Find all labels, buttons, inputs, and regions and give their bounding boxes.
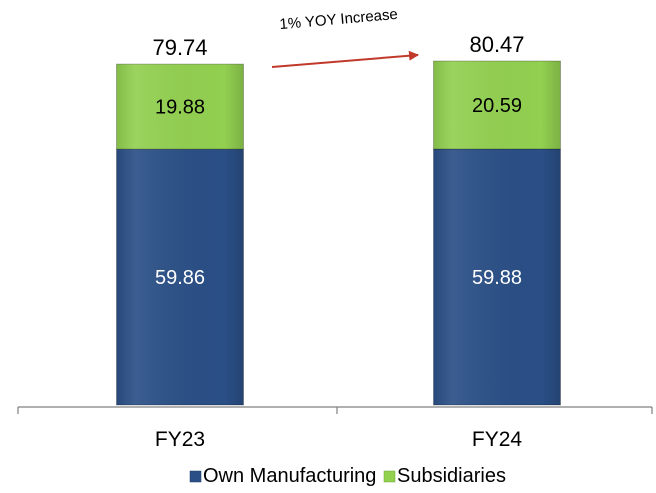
bar-shading-subsidiaries-fy23 [116,64,244,150]
legend-swatch-own-manufacturing [189,470,202,483]
total-label-fy24: 80.47 [469,32,524,57]
yoy-annotation-label: 1% YOY Increase [279,6,399,33]
legend-swatch-subsidiaries [383,470,396,483]
legend-label-own-manufacturing: Own Manufacturing [203,465,376,487]
data-label-subsidiaries-fy24: 20.59 [472,95,522,117]
data-label-subsidiaries-fy23: 19.88 [155,97,205,119]
data-label-own-manufacturing-fy23: 59.86 [155,267,205,289]
category-label-fy23: FY23 [155,428,205,451]
category-label-fy24: FY24 [472,428,523,451]
legend: Own Manufacturing Subsidiaries [189,465,506,487]
bar-shading-own-manufacturing-fy23 [116,149,244,405]
data-label-own-manufacturing-fy24: 59.88 [472,267,522,289]
legend-label-subsidiaries: Subsidiaries [397,465,506,487]
total-label-fy23: 79.74 [152,35,207,60]
bar-shading-own-manufacturing-fy24 [433,149,561,405]
bar-shading-subsidiaries-fy24 [433,61,561,150]
yoy-arrow [271,50,419,68]
category-labels: FY23 FY24 [155,428,523,451]
yoy-annotation: 1% YOY Increase [271,6,419,68]
bars-layer: 59.86 19.88 79.74 59.88 20.59 80.47 [116,32,561,406]
